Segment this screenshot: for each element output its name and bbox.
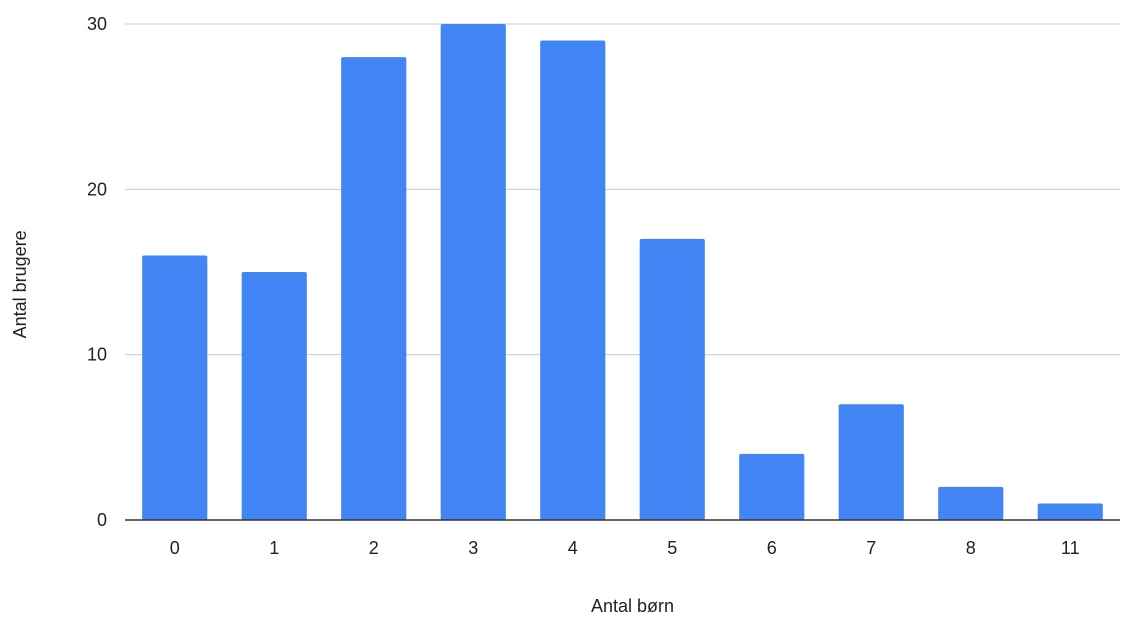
bar-4 — [540, 40, 606, 521]
x-tick-label: 1 — [269, 538, 279, 558]
x-tick-label: 3 — [468, 538, 478, 558]
bar-1 — [241, 272, 307, 520]
x-tick-label: 0 — [170, 538, 180, 558]
y-tick-label: 0 — [97, 510, 107, 530]
bar-7 — [838, 404, 904, 520]
y-tick-label: 10 — [87, 345, 107, 365]
bar-2 — [341, 57, 407, 521]
x-tick-label: 5 — [667, 538, 677, 558]
x-tick-label: 8 — [966, 538, 976, 558]
bar-0 — [142, 255, 208, 520]
bar-8 — [938, 486, 1004, 520]
x-tick-label: 11 — [1061, 538, 1080, 558]
x-tick-label: 2 — [369, 538, 379, 558]
x-axis-tick-labels: 0 1 2 3 4 5 6 7 8 11 — [170, 538, 1080, 558]
x-tick-label: 7 — [866, 538, 876, 558]
y-tick-label: 30 — [87, 14, 107, 34]
y-axis-tick-labels: 0 10 20 30 — [87, 14, 107, 530]
x-axis-title: Antal børn — [591, 596, 674, 616]
bars — [142, 24, 1103, 521]
bar-6 — [739, 453, 805, 520]
x-tick-label: 6 — [767, 538, 777, 558]
y-axis-title: Antal brugere — [10, 230, 30, 338]
bar-3 — [440, 24, 506, 520]
bar-11 — [1037, 503, 1103, 520]
x-tick-label: 4 — [568, 538, 578, 558]
y-tick-label: 20 — [87, 179, 107, 199]
bar-5 — [639, 238, 705, 520]
